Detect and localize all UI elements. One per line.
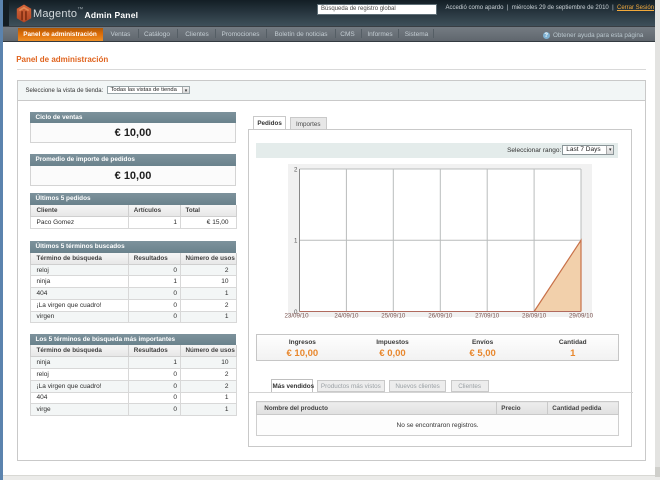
svg-text:26/09/10: 26/09/10 bbox=[428, 312, 453, 319]
svg-text:24/09/10: 24/09/10 bbox=[334, 312, 359, 319]
svg-text:29/09/10: 29/09/10 bbox=[569, 312, 594, 319]
svg-text:0: 0 bbox=[294, 309, 298, 316]
svg-text:25/09/10: 25/09/10 bbox=[381, 312, 406, 319]
svg-text:1: 1 bbox=[294, 238, 298, 245]
svg-text:23/09/10: 23/09/10 bbox=[284, 312, 309, 319]
svg-text:27/09/10: 27/09/10 bbox=[475, 312, 500, 319]
svg-text:28/09/10: 28/09/10 bbox=[522, 312, 547, 319]
svg-text:2: 2 bbox=[294, 166, 298, 173]
